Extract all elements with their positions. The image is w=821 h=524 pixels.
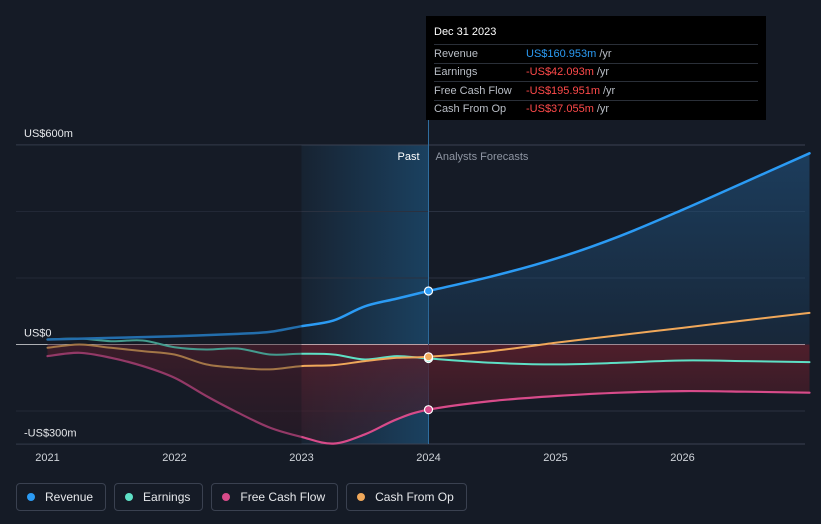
tooltip-value: -US$37.055m <box>526 103 594 116</box>
free-cash-flow-line <box>46 351 811 445</box>
x-tick-label: 2023 <box>289 452 313 464</box>
x-tick-label: 2022 <box>162 452 186 464</box>
revenue-forecast-area <box>428 153 810 345</box>
y-axis-label: -US$300m <box>24 427 77 439</box>
legend-label: Revenue <box>45 490 94 504</box>
data-tooltip: Dec 31 2023 Revenue US$160.953m /yr Earn… <box>426 16 766 120</box>
free-cash-flow-marker <box>423 405 434 415</box>
cash-from-op-marker <box>423 352 434 362</box>
revenue-marker <box>423 286 434 296</box>
tooltip-unit: /yr <box>603 84 616 97</box>
cash-from-op-line <box>46 311 811 371</box>
tooltip-unit: /yr <box>599 47 612 60</box>
legend-earnings-button[interactable]: Earnings <box>114 483 204 511</box>
tooltip-row-revenue: Revenue US$160.953m /yr <box>434 44 758 63</box>
y-axis-label: US$0 <box>24 328 52 340</box>
tooltip-unit: /yr <box>596 103 610 116</box>
tooltip-value: US$160.953m <box>526 47 597 60</box>
legend-dot-icon <box>222 493 231 501</box>
x-tick-label: 2021 <box>35 452 59 464</box>
forecast-label: Analysts Forecasts <box>436 151 529 163</box>
legend-dot-icon <box>125 493 134 501</box>
tooltip-value: -US$42.093m <box>526 66 594 79</box>
legend-label: Free Cash Flow <box>240 490 326 504</box>
tooltip-value: -US$195.951m <box>526 84 600 97</box>
legend-label: Cash From Op <box>375 490 454 504</box>
x-tick-label: 2026 <box>670 452 694 464</box>
past-label: Past <box>397 151 419 163</box>
legend-revenue-button[interactable]: Revenue <box>16 483 107 511</box>
y-axis-label: US$600m <box>24 128 73 140</box>
revenue-line <box>46 152 811 341</box>
free-cash-flow-area <box>47 344 810 444</box>
tooltip-row-earnings: Earnings -US$42.093m /yr <box>434 62 758 82</box>
tooltip-label: Revenue <box>434 47 479 60</box>
chart-legend: Revenue Earnings Free Cash Flow Cash Fro… <box>16 483 467 511</box>
history-dim-overlay <box>16 145 302 444</box>
earnings-line <box>46 337 811 366</box>
legend-free-cash-flow-button[interactable]: Free Cash Flow <box>211 483 339 511</box>
x-tick-label: 2025 <box>543 452 567 464</box>
legend-dot-icon <box>357 493 366 501</box>
tooltip-label: Earnings <box>434 66 478 79</box>
tooltip-row-cash-from-op: Cash From Op -US$37.055m /yr <box>434 99 758 119</box>
tooltip-label: Free Cash Flow <box>434 84 512 97</box>
tooltip-unit: /yr <box>596 66 610 79</box>
legend-cash-from-op-button[interactable]: Cash From Op <box>346 483 467 511</box>
tooltip-label: Cash From Op <box>434 103 507 116</box>
legend-label: Earnings <box>143 490 191 504</box>
x-tick-label: 2024 <box>416 452 440 464</box>
tooltip-date: Dec 31 2023 <box>434 26 497 38</box>
legend-dot-icon <box>27 493 35 501</box>
tooltip-row-free-cash-flow: Free Cash Flow -US$195.951m /yr <box>434 81 758 100</box>
